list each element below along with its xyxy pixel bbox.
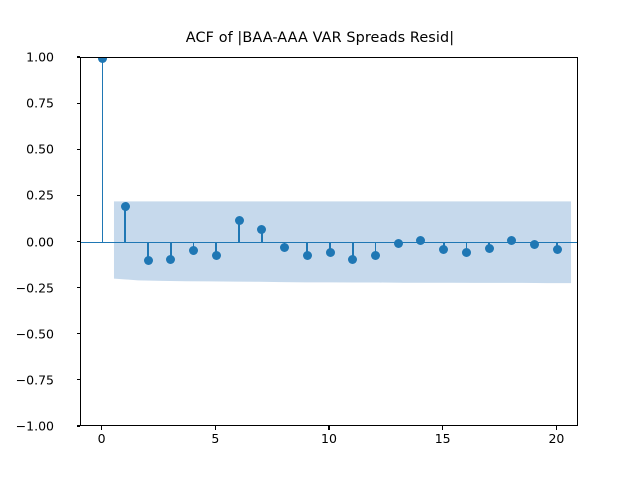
acf-stem xyxy=(329,242,331,253)
acf-marker xyxy=(507,236,517,246)
acf-stem xyxy=(124,206,127,243)
x-axis-tick-mark xyxy=(442,426,444,430)
y-axis-tick-mark xyxy=(76,379,80,381)
y-axis-tick-label: −1.00 xyxy=(15,418,54,434)
y-axis-tick-label: 0.25 xyxy=(26,187,54,203)
x-axis-tick-label: 20 xyxy=(548,431,565,446)
y-axis-tick-label: 1.00 xyxy=(26,49,54,65)
acf-marker xyxy=(530,239,540,249)
y-axis-tick-label: −0.75 xyxy=(15,372,54,388)
acf-stem xyxy=(260,229,263,243)
acf-marker xyxy=(348,254,358,264)
plot-canvas xyxy=(81,58,577,425)
acf-marker xyxy=(120,202,130,212)
acf-marker xyxy=(416,236,426,246)
plot-axes xyxy=(80,57,578,426)
x-axis-tick-mark xyxy=(214,426,216,430)
y-axis-tick-label: 0.00 xyxy=(26,234,54,249)
y-axis-tick-mark xyxy=(76,56,80,58)
x-axis-tick-mark xyxy=(555,426,557,430)
acf-marker xyxy=(461,248,471,258)
x-axis-tick-label: 10 xyxy=(321,431,337,446)
acf-marker xyxy=(166,254,176,264)
acf-marker xyxy=(98,58,108,63)
x-axis-tick-label: 5 xyxy=(211,431,220,446)
y-axis-tick-label: 0.50 xyxy=(26,141,54,157)
acf-marker xyxy=(439,245,449,255)
acf-stem xyxy=(351,242,354,260)
y-axis-tick-mark xyxy=(76,287,80,289)
acf-marker xyxy=(552,245,562,255)
x-axis-tick-mark xyxy=(101,426,103,430)
acf-marker xyxy=(280,242,290,252)
zero-baseline xyxy=(81,241,577,244)
y-axis-tick-mark xyxy=(76,102,80,104)
acf-stem xyxy=(465,242,468,253)
acf-marker xyxy=(393,238,403,248)
y-axis-tick-mark xyxy=(76,148,80,150)
acf-stem xyxy=(238,220,240,243)
y-axis-tick-label: 0.75 xyxy=(26,95,54,111)
acf-marker xyxy=(484,243,494,253)
x-axis-tick-mark xyxy=(328,426,330,430)
acf-stem xyxy=(169,242,172,260)
acf-marker xyxy=(234,215,244,225)
y-axis-tick-label: −0.25 xyxy=(15,280,54,296)
acf-marker xyxy=(370,250,380,260)
y-axis-tick-mark xyxy=(76,194,80,196)
acf-marker xyxy=(189,246,199,256)
acf-marker xyxy=(211,250,221,260)
acf-stem xyxy=(147,242,149,261)
acf-stem xyxy=(101,58,104,243)
acf-stem xyxy=(215,242,218,256)
x-axis-tick-label: 0 xyxy=(97,431,106,446)
x-axis-tick-label: 15 xyxy=(434,431,451,446)
acf-stem xyxy=(374,242,377,256)
acf-marker xyxy=(143,256,153,266)
acf-stem xyxy=(306,242,309,256)
acf-marker xyxy=(325,248,335,258)
y-axis-tick-mark xyxy=(76,333,80,335)
y-axis-tick-mark xyxy=(76,425,80,427)
acf-marker xyxy=(302,250,312,260)
page-title: ACF of |BAA-AAA VAR Spreads Resid| xyxy=(185,30,455,46)
acf-marker xyxy=(257,225,267,235)
y-axis-tick-label: −0.50 xyxy=(15,326,54,342)
y-axis-tick-mark xyxy=(76,240,80,243)
